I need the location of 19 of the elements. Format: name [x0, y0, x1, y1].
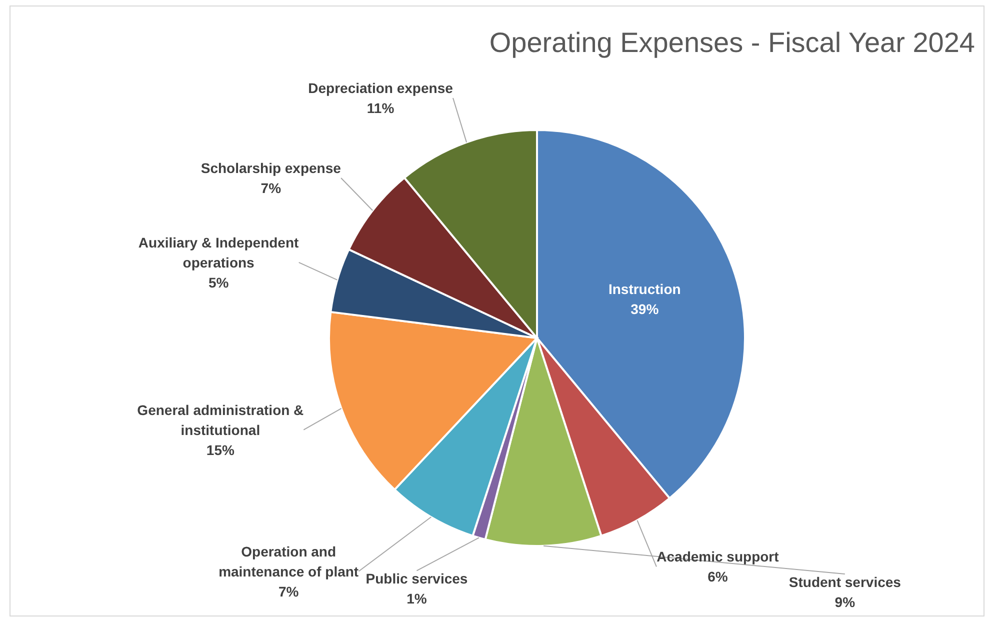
data-label: 11% — [366, 100, 395, 116]
slice-label: Instruction — [608, 281, 681, 298]
data-label: 39% — [630, 301, 660, 318]
slice-label: General administration & institutional — [137, 402, 304, 438]
slice-label: Operation and maintenance of plant — [218, 543, 359, 580]
data-label: 15% — [206, 442, 235, 458]
data-label: 1% — [406, 590, 428, 607]
slice-label: Scholarship expense — [200, 160, 342, 176]
chart-title: Operating Expenses - Fiscal Year 2024 — [489, 27, 975, 58]
slice-label: Student services — [788, 574, 902, 590]
data-label: 5% — [208, 274, 230, 290]
data-label: 7% — [260, 180, 282, 196]
data-label: 9% — [834, 594, 856, 610]
data-label: 7% — [278, 583, 300, 600]
slice-label: Public services — [366, 570, 468, 587]
slice-label: Depreciation expense — [308, 80, 454, 96]
data-label: 6% — [708, 568, 728, 585]
slice-label: Academic support — [656, 548, 780, 565]
slice-label: Auxiliary & Independent operations — [138, 234, 300, 270]
